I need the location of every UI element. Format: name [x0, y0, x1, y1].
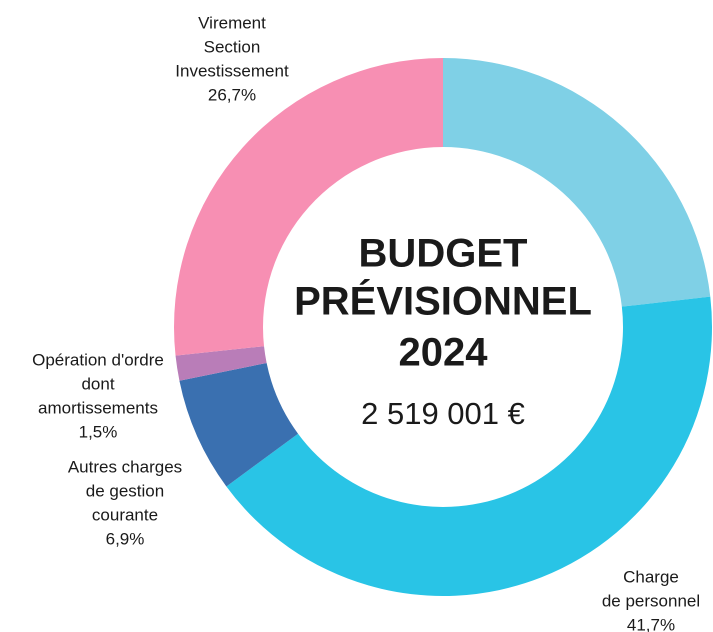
chart-title: BUDGET	[359, 232, 528, 276]
donut-segment	[226, 296, 712, 596]
donut-segment	[173, 58, 443, 356]
category-label: de personnel	[602, 591, 700, 610]
category-label: Virement	[198, 13, 266, 32]
category-label: Investissement	[175, 61, 289, 80]
value-label: 6,9%	[106, 529, 145, 548]
value-label: 1,5%	[79, 422, 118, 441]
chart-title: PRÉVISIONNEL	[294, 279, 592, 324]
donut-segment	[179, 362, 299, 487]
category-label: amortissements	[38, 398, 158, 417]
category-label: courante	[92, 505, 158, 524]
category-label: Charge	[623, 567, 679, 586]
category-label: Section	[204, 37, 261, 56]
donut-segment	[175, 346, 267, 381]
donut-segment	[443, 58, 711, 307]
chart-title: 2024	[399, 331, 489, 375]
category-label: de gestion	[86, 481, 164, 500]
chart-subtitle: 2 519 001 €	[361, 396, 525, 431]
category-label: Opération d'ordre	[32, 350, 164, 369]
category-label: dont	[81, 374, 114, 393]
value-label: 41,7%	[627, 615, 675, 632]
category-label: Autres charges	[68, 457, 182, 476]
value-label: 26,7%	[208, 85, 256, 104]
